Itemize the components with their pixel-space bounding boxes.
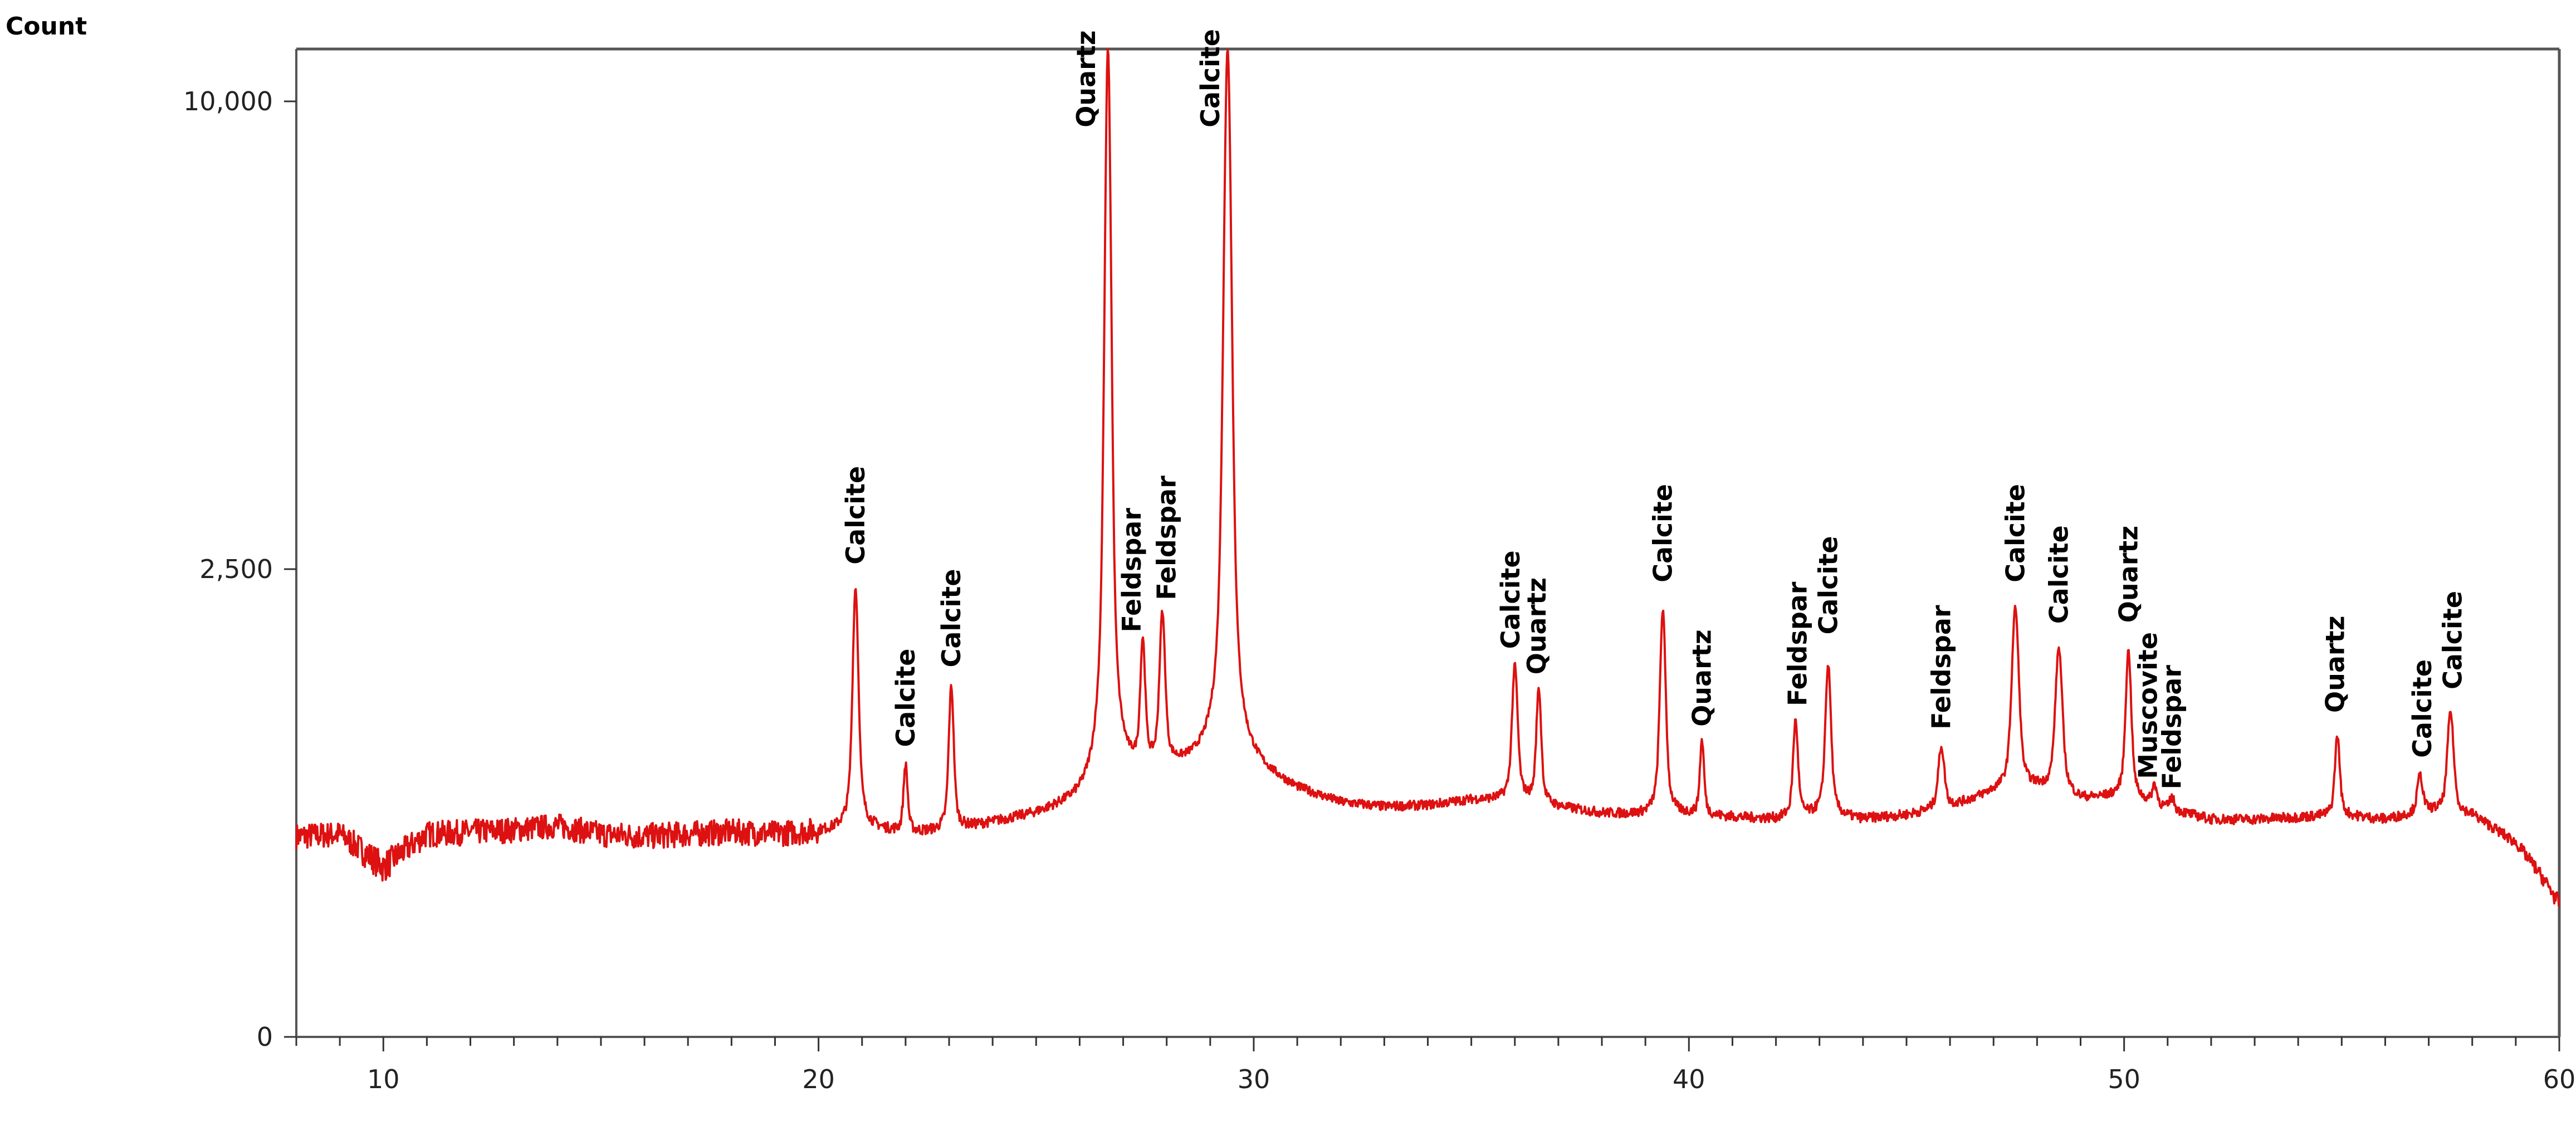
peak-label: Calcite — [2438, 591, 2468, 689]
x-tick-label: 30 — [1238, 1064, 1270, 1094]
x-tick-label: 50 — [2108, 1064, 2140, 1094]
x-tick-label: 20 — [802, 1064, 835, 1094]
x-tick-label: 40 — [1673, 1064, 1705, 1094]
x-tick-label: 10 — [367, 1064, 400, 1094]
peak-label: Calcite — [891, 649, 921, 747]
peak-label: Calcite — [2407, 659, 2437, 758]
peak-label: Calcite — [1648, 484, 1678, 582]
peak-label: Feldspar — [2157, 665, 2187, 790]
peak-label: Calcite — [2000, 484, 2030, 582]
peak-label: Feldspar — [1117, 508, 1147, 633]
x-tick-label: 60 — [2543, 1064, 2576, 1094]
diffraction-pattern-line — [295, 48, 2560, 907]
peak-label: Feldspar — [1152, 476, 1182, 600]
peak-label: Quartz — [2320, 616, 2350, 713]
y-tick-label: 2,500 — [199, 554, 273, 584]
peak-label: Calcite — [936, 569, 966, 668]
y-axis-label: Count — [6, 12, 87, 41]
y-tick-label: 0 — [257, 1022, 273, 1052]
peak-label: Calcite — [1495, 550, 1526, 649]
peak-label: Calcite — [1813, 536, 1843, 635]
peak-label: Calcite — [840, 466, 871, 565]
y-tick-label: 10,000 — [183, 86, 273, 116]
peak-label: Quartz — [2114, 526, 2144, 623]
peak-label: Calcite — [1195, 29, 1225, 128]
peak-label: Muscovite — [2133, 632, 2163, 779]
peak-label: Calcite — [2044, 525, 2074, 624]
peak-label: Feldspar — [1927, 605, 1957, 730]
plot-area: 10 20 30 40 50 6002,50010,000CalciteCalciteCa… — [183, 29, 2575, 1094]
peak-label: Feldspar — [1783, 581, 1813, 706]
peak-label: Quartz — [1522, 577, 1552, 674]
peak-label: Quartz — [1071, 30, 1101, 127]
peak-label: Quartz — [1687, 629, 1717, 726]
